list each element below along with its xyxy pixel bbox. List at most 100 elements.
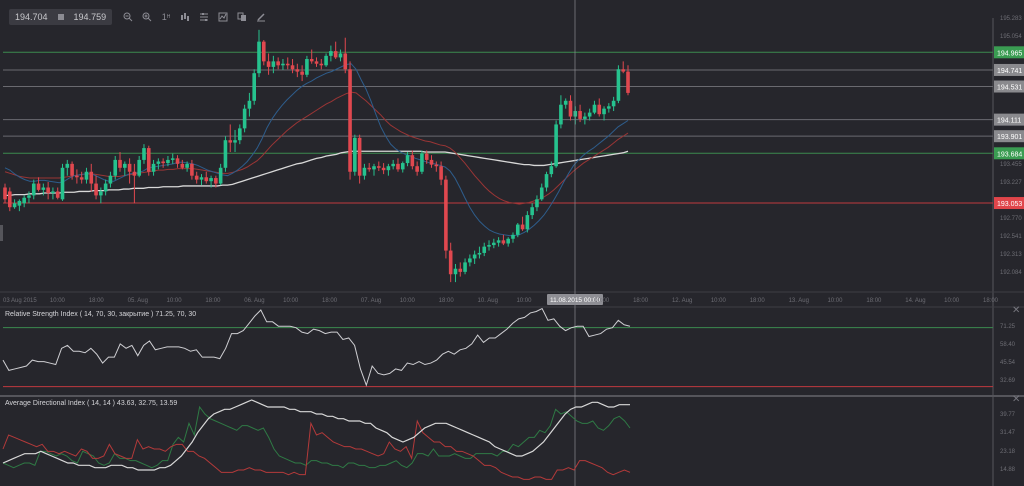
time-axis-tick: 18:00 bbox=[750, 298, 766, 304]
time-axis-tick: 03 Aug 2015 bbox=[3, 298, 37, 304]
rsi-axis-tick: 58.40 bbox=[1000, 342, 1016, 348]
price-level-tag bbox=[994, 113, 1024, 126]
time-axis-tick: 12. Aug bbox=[672, 298, 692, 304]
price-axis-tick: 192.313 bbox=[1000, 252, 1022, 258]
candle-body bbox=[84, 171, 89, 180]
candle-body bbox=[146, 148, 151, 172]
candle-body bbox=[444, 179, 448, 251]
candle-body bbox=[31, 183, 36, 196]
price-level-tag bbox=[994, 147, 1024, 160]
candle-body bbox=[290, 65, 295, 70]
edit-icon[interactable] bbox=[253, 9, 269, 25]
ma-fast-line bbox=[4, 63, 629, 237]
adx-axis-tick: 39.77 bbox=[1000, 412, 1016, 418]
candle-body bbox=[247, 100, 252, 109]
time-axis-tick: 18:00 bbox=[439, 298, 455, 304]
drawing-tools-icon[interactable] bbox=[215, 9, 231, 25]
candle-body bbox=[348, 69, 352, 172]
time-axis-tick: 10:00 bbox=[283, 298, 299, 304]
candle-body bbox=[204, 177, 209, 182]
candle-body bbox=[329, 51, 333, 56]
time-axis-tick: 14. Aug bbox=[905, 298, 925, 304]
time-axis-tick: 10. Aug bbox=[478, 298, 498, 304]
candle-body bbox=[492, 242, 496, 246]
candle-body bbox=[626, 71, 630, 93]
chart-type-icon[interactable] bbox=[177, 9, 193, 25]
candle-body bbox=[501, 240, 506, 244]
adx-plus-di-line bbox=[2, 405, 631, 469]
candle-body bbox=[463, 262, 467, 272]
candlesticks bbox=[3, 29, 630, 283]
indicators-icon[interactable] bbox=[196, 9, 212, 25]
time-axis-tick: 05. Aug bbox=[128, 298, 148, 304]
candle-body bbox=[434, 164, 439, 167]
candle-body bbox=[420, 153, 424, 172]
adx-close-icon[interactable]: ✕ bbox=[1012, 394, 1021, 405]
candle-body bbox=[621, 69, 626, 72]
candle-body bbox=[242, 108, 247, 129]
candle-body bbox=[190, 163, 194, 176]
copy-icon[interactable] bbox=[234, 9, 250, 25]
candle-body bbox=[611, 100, 616, 107]
candle-body bbox=[439, 166, 443, 180]
price-level-label: 194.741 bbox=[997, 68, 1022, 75]
candle-body bbox=[477, 252, 482, 255]
rsi-axis-tick: 45.54 bbox=[1000, 360, 1016, 366]
zoom-out-icon[interactable] bbox=[139, 9, 155, 25]
candle-body bbox=[578, 111, 582, 119]
price-axis-tick: 193.227 bbox=[1000, 180, 1022, 186]
price-level-tag bbox=[994, 46, 1024, 59]
candle-body bbox=[60, 167, 65, 200]
candle-body bbox=[597, 104, 602, 115]
price-level-tag bbox=[994, 80, 1024, 93]
timeframe-label: 1 bbox=[161, 12, 167, 22]
time-axis-tick: 18:00 bbox=[866, 298, 882, 304]
candle-body bbox=[36, 183, 41, 190]
candle-body bbox=[233, 140, 237, 143]
candle-body bbox=[295, 69, 300, 72]
adx-panel-label: Average Directional Index ( 14, 14 ) 43.… bbox=[5, 400, 178, 407]
candle-body bbox=[424, 153, 429, 160]
moving-averages bbox=[4, 63, 629, 237]
time-axis-tick: 18:00 bbox=[633, 298, 649, 304]
candle-body bbox=[161, 161, 165, 164]
candle-body bbox=[12, 203, 17, 208]
candle-body bbox=[127, 163, 132, 172]
price-axis-tick: 195.283 bbox=[1000, 16, 1022, 22]
time-axis-tick: 10:00 bbox=[50, 298, 66, 304]
candle-body bbox=[209, 178, 213, 182]
rsi-panel-label: Relative Strength Index ( 14, 70, 30, за… bbox=[5, 311, 197, 318]
time-axis-tick: 10:00 bbox=[711, 298, 727, 304]
price-level-label: 194.531 bbox=[997, 85, 1022, 92]
candle-body bbox=[113, 159, 118, 176]
price-axis-tick: 195.054 bbox=[1000, 34, 1022, 40]
bid-ask-box: 194.704 194.759 bbox=[9, 9, 113, 25]
candle-body bbox=[46, 187, 50, 194]
candle-body bbox=[17, 200, 22, 206]
candle-body bbox=[89, 171, 94, 184]
candle-body bbox=[377, 166, 381, 168]
rsi-close-icon[interactable]: ✕ bbox=[1012, 305, 1021, 316]
zoom-in-icon[interactable] bbox=[120, 9, 136, 25]
bid-ask-separator bbox=[57, 14, 64, 20]
time-axis-tick: 18:00 bbox=[89, 298, 105, 304]
candle-body bbox=[362, 167, 367, 176]
candle-body bbox=[94, 183, 98, 196]
candle-body bbox=[583, 116, 587, 119]
time-axis-tick: 10:00 bbox=[167, 298, 183, 304]
price-axis-tick: 192.541 bbox=[1000, 234, 1022, 240]
candle-body bbox=[194, 175, 199, 180]
candle-body bbox=[142, 148, 146, 160]
candle-body bbox=[381, 167, 386, 171]
time-axis-tick: 18:00 bbox=[205, 298, 221, 304]
candle-body bbox=[391, 163, 395, 167]
candle-body bbox=[199, 177, 204, 180]
candle-body bbox=[367, 167, 372, 170]
ma-mid-line bbox=[4, 91, 629, 205]
candle-body bbox=[156, 161, 161, 164]
candle-body bbox=[238, 128, 242, 141]
